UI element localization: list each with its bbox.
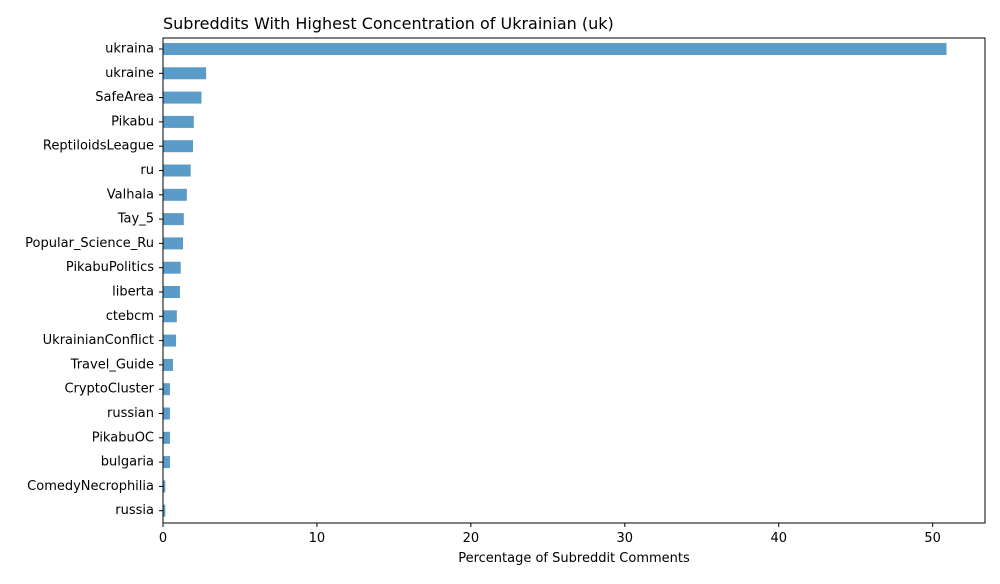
- bar-ReptiloidsLeague: [163, 140, 194, 153]
- y-tick-label: UkrainianConflict: [43, 333, 154, 348]
- y-tick-label: liberta: [112, 285, 154, 300]
- bar-UkrainianConflict: [163, 334, 177, 347]
- x-axis-title: Percentage of Subreddit Comments: [458, 551, 690, 566]
- bar-ukraine: [163, 67, 207, 80]
- y-tick-label: Valhala: [107, 187, 154, 202]
- y-tick-label: Popular_Science_Ru: [25, 236, 154, 251]
- bars-layer: [163, 43, 947, 517]
- bar-Popular_Science_Ru: [163, 237, 184, 250]
- y-tick-label: bulgaria: [101, 455, 154, 470]
- y-tick-label: ReptiloidsLeague: [43, 139, 154, 154]
- y-tick-label: russian: [107, 406, 154, 421]
- x-tick-label: 40: [770, 531, 787, 546]
- bar-ctebcm: [163, 310, 177, 323]
- y-tick-label: ctebcm: [106, 309, 154, 324]
- x-tick-label: 10: [309, 531, 326, 546]
- bar-PikabuOC: [163, 431, 170, 444]
- y-tick-label: PikabuPolitics: [66, 260, 154, 275]
- y-tick-label: SafeArea: [95, 90, 154, 105]
- chart-title: Subreddits With Highest Concentration of…: [163, 14, 614, 33]
- x-tick-label: 0: [159, 531, 167, 546]
- x-tick-label: 30: [617, 531, 634, 546]
- bar-ComedyNecrophilia: [163, 480, 166, 493]
- x-tick-label: 50: [924, 531, 941, 546]
- y-tick-label: PikabuOC: [92, 430, 154, 445]
- bar-Pikabu: [163, 115, 194, 128]
- y-tick-label: ComedyNecrophilia: [27, 479, 154, 494]
- bar-russia: [163, 504, 166, 517]
- y-tick-label: Travel_Guide: [70, 357, 154, 372]
- y-axis-ticks: ukraina ukraine SafeArea Pikabu ReptiloidsLe…: [25, 42, 163, 518]
- bar-bulgaria: [163, 456, 170, 469]
- bar-russian: [163, 407, 170, 420]
- y-tick-label: ukraine: [105, 66, 154, 81]
- bar-PikabuPolitics: [163, 261, 181, 274]
- bar-SafeArea: [163, 91, 202, 104]
- y-tick-label: Tay_5: [117, 212, 154, 227]
- bar-liberta: [163, 286, 180, 298]
- y-tick-label: Pikabu: [111, 114, 154, 129]
- bar-Tay_5: [163, 213, 184, 226]
- bar-ru: [163, 164, 191, 177]
- x-axis-ticks: 0 10 20 30 40 50: [159, 523, 941, 546]
- bar-CryptoCluster: [163, 383, 170, 396]
- y-tick-label: ukraina: [105, 42, 154, 57]
- bar-Valhala: [163, 188, 187, 201]
- plot-frame: [162, 37, 986, 524]
- bar-Travel_Guide: [163, 358, 174, 371]
- y-tick-label: russia: [115, 503, 154, 518]
- x-tick-label: 20: [463, 531, 480, 546]
- bar-ukraina: [163, 43, 947, 55]
- y-tick-label: CryptoCluster: [64, 382, 154, 397]
- y-tick-label: ru: [140, 163, 154, 178]
